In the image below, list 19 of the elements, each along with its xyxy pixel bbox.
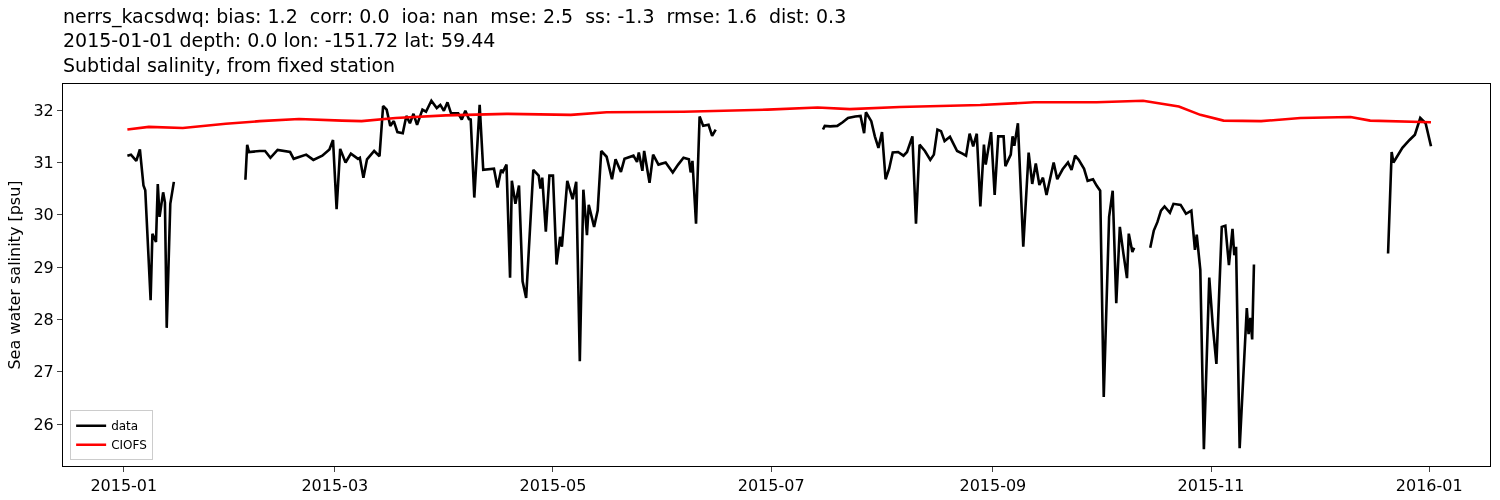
legend-label: data — [111, 419, 139, 434]
y-tick-label: 30 — [33, 205, 54, 225]
x-tick-label: 2015-01 — [90, 476, 158, 496]
y-tick-label: 26 — [33, 414, 54, 434]
y-tick-label: 32 — [33, 100, 54, 120]
legend-label: CIOFS — [111, 438, 147, 453]
y-tick-label: 27 — [33, 362, 54, 382]
x-tick-label: 2016-01 — [1395, 476, 1463, 496]
y-tick-label: 28 — [33, 310, 54, 330]
y-tick-label: 31 — [33, 153, 54, 173]
line-series — [126, 99, 1433, 131]
chart-title: nerrs_kacsdwq: bias: 1.2 corr: 0.0 ioa: nan mse: 2.5 ss: -1.3 rmse: 1.6 dist: 0.3 2015-01-01 depth: 0.0 lon: -151.72 lat: 59.44 Subtidal salinity, from fixed station — [63, 4, 847, 76]
x-tick-label: 2015-11 — [1177, 476, 1245, 496]
y-tick-label: 29 — [33, 257, 54, 277]
x-tick-label: 2015-09 — [959, 476, 1027, 496]
x-tick-label: 2015-05 — [519, 476, 587, 496]
y-axis-title: Sea water salinity [psu] — [5, 180, 25, 370]
x-tick-label: 2015-07 — [737, 476, 805, 496]
x-tick-label: 2015-03 — [301, 476, 369, 496]
